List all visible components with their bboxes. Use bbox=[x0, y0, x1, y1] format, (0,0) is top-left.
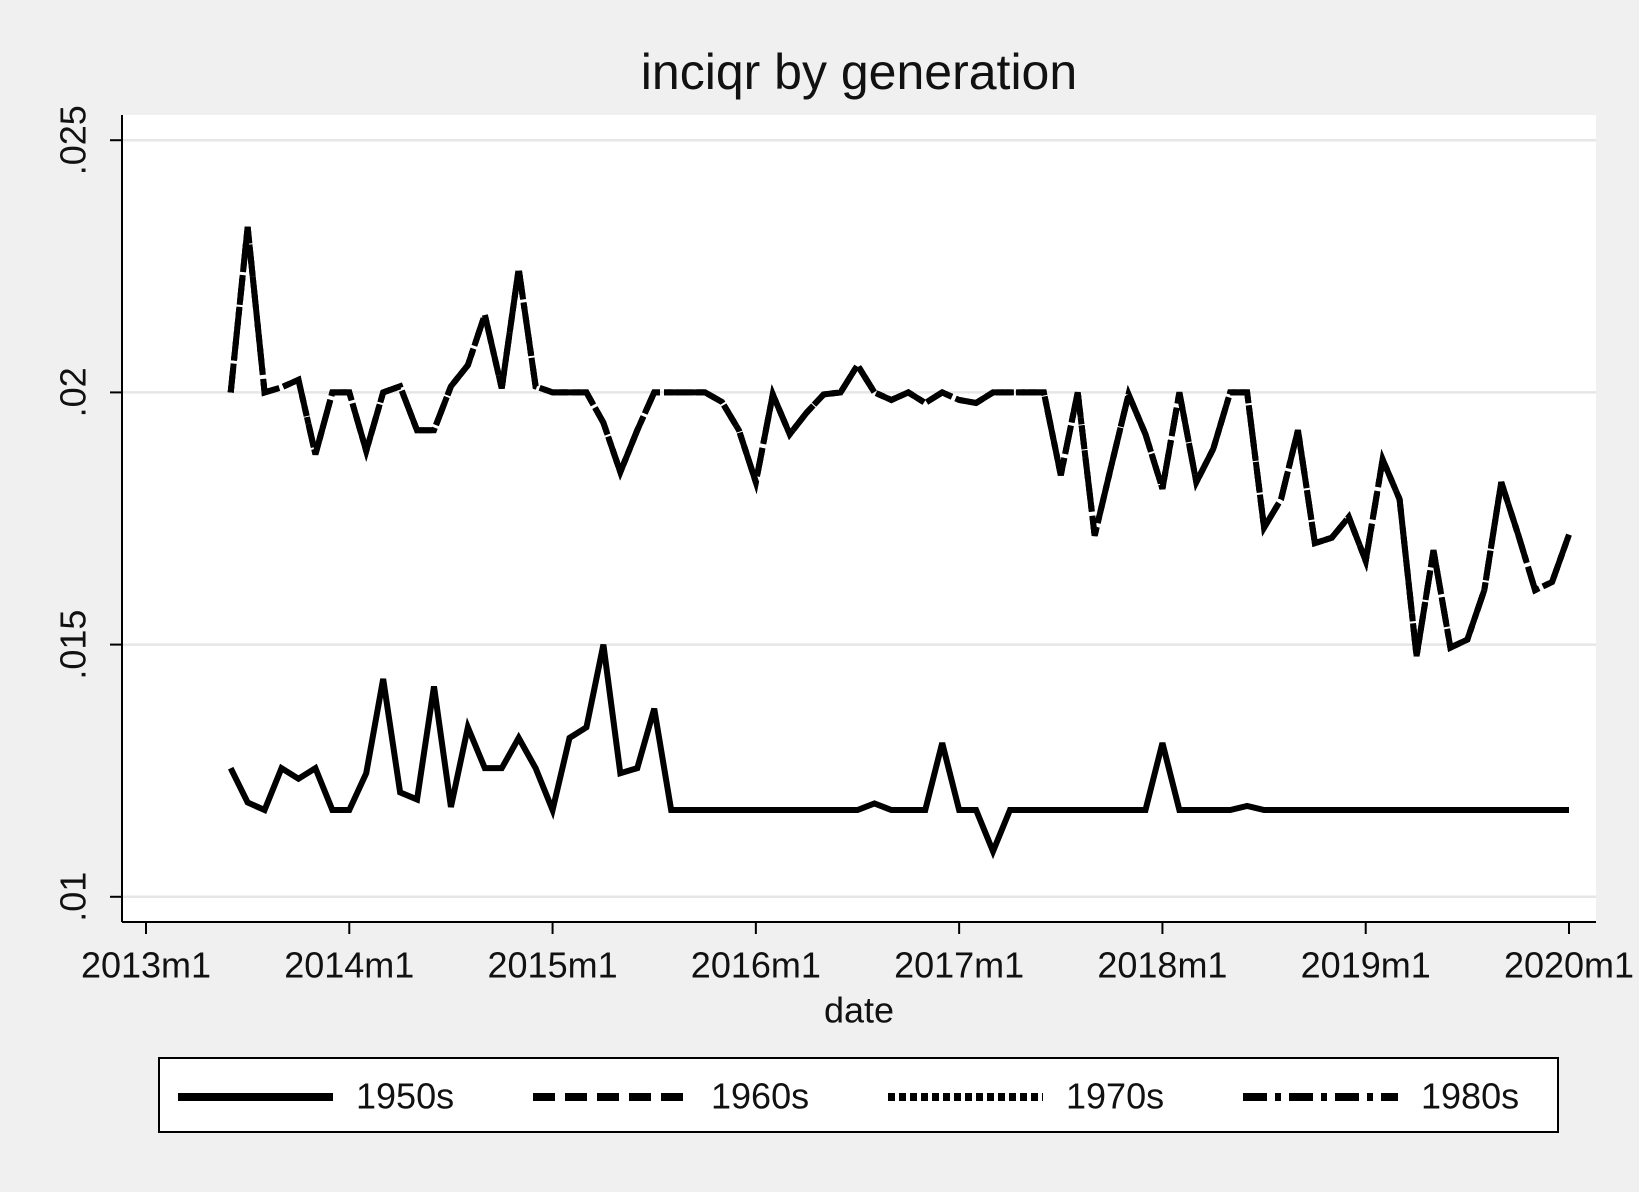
x-tick-label: 2013m1 bbox=[81, 945, 211, 986]
x-tick-label: 2018m1 bbox=[1097, 945, 1227, 986]
legend-label: 1980s bbox=[1421, 1076, 1519, 1117]
y-tick-label: .01 bbox=[53, 872, 94, 922]
legend-label: 1950s bbox=[356, 1076, 454, 1117]
x-tick-label: 2015m1 bbox=[488, 945, 618, 986]
y-tick-label: .025 bbox=[53, 105, 94, 175]
y-tick-label: .02 bbox=[53, 367, 94, 417]
x-tick-label: 2019m1 bbox=[1301, 945, 1431, 986]
x-tick-label: 2016m1 bbox=[691, 945, 821, 986]
series-line bbox=[228, 643, 1569, 860]
x-tick-label: 2017m1 bbox=[894, 945, 1024, 986]
y-tick-label: .015 bbox=[53, 610, 94, 680]
legend-label: 1970s bbox=[1066, 1076, 1164, 1117]
x-tick-label: 2014m1 bbox=[284, 945, 414, 986]
chart-title: inciqr by generation bbox=[641, 44, 1077, 100]
x-tick-label: 2020m1 bbox=[1504, 945, 1634, 986]
series-line bbox=[227, 226, 1572, 657]
legend-label: 1960s bbox=[711, 1076, 809, 1117]
x-axis-label: date bbox=[824, 990, 894, 1031]
